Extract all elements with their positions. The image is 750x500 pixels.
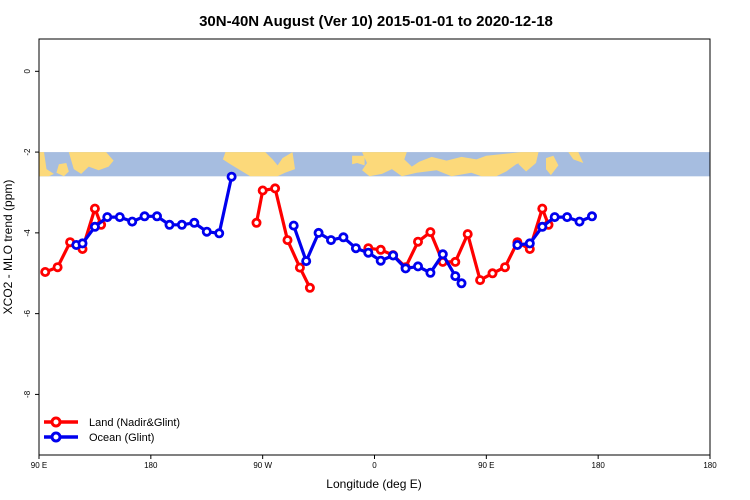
data-point xyxy=(214,228,225,239)
data-point xyxy=(549,212,560,223)
legend-land-marker xyxy=(50,416,62,428)
data-point xyxy=(127,216,138,227)
data-point xyxy=(363,247,374,258)
y-axis-label: XCO2 - MLO trend (ppm) xyxy=(1,180,15,315)
data-point xyxy=(487,268,498,279)
plot-frame xyxy=(38,38,711,456)
data-point xyxy=(587,211,598,222)
data-point xyxy=(350,243,361,254)
map-land-2 xyxy=(68,152,114,174)
data-point xyxy=(499,262,510,273)
legend: Land (Nadir&Glint) Ocean (Glint) xyxy=(44,416,180,444)
data-point xyxy=(251,217,262,228)
map-land-0 xyxy=(39,152,54,177)
data-point xyxy=(325,235,336,246)
x-tick-label: 180 xyxy=(144,461,158,470)
data-point xyxy=(282,235,293,246)
data-point xyxy=(226,171,237,182)
data-point xyxy=(189,217,200,228)
y-tick-label: -8 xyxy=(23,390,32,398)
data-point xyxy=(139,211,150,222)
y-tick-label: -4 xyxy=(23,229,32,237)
data-point xyxy=(338,232,349,243)
data-point xyxy=(412,236,423,247)
y-tick-label: -2 xyxy=(23,148,32,156)
legend-land-label: Land (Nadir&Glint) xyxy=(89,417,180,429)
map-land-3 xyxy=(222,152,295,177)
data-point xyxy=(524,238,535,249)
x-axis: 90 E 180 90 W 0 90 E 180 180 xyxy=(31,455,717,470)
series-layer xyxy=(40,171,598,293)
data-point xyxy=(151,211,162,222)
data-point xyxy=(52,262,63,273)
x-tick-label: 180 xyxy=(703,461,717,470)
x-tick-label: 90 E xyxy=(31,461,47,470)
map-land-8 xyxy=(568,152,584,163)
data-point xyxy=(456,278,467,289)
data-point xyxy=(176,219,187,230)
data-point xyxy=(294,262,305,273)
data-point xyxy=(313,227,324,238)
series-ocean xyxy=(71,171,598,289)
data-point xyxy=(388,250,399,261)
map-land-4 xyxy=(352,155,365,166)
data-point xyxy=(574,216,585,227)
data-point xyxy=(437,249,448,260)
y-tick-label: -6 xyxy=(23,309,32,317)
data-point xyxy=(375,255,386,266)
data-point xyxy=(164,219,175,230)
map-land-7 xyxy=(546,155,559,176)
data-point xyxy=(89,221,100,232)
x-tick-label: 0 xyxy=(372,461,377,470)
data-point xyxy=(450,256,461,267)
map-land-5 xyxy=(362,152,527,177)
data-point xyxy=(537,203,548,214)
data-point xyxy=(462,229,473,240)
data-point xyxy=(304,282,315,293)
map-land-1 xyxy=(56,163,69,177)
data-point xyxy=(89,203,100,214)
y-tick-label: 0 xyxy=(23,69,32,74)
data-point xyxy=(450,271,461,282)
data-point xyxy=(425,227,436,238)
legend-ocean-marker xyxy=(50,431,62,443)
x-tick-label: 180 xyxy=(592,461,606,470)
data-point xyxy=(301,256,312,267)
data-point xyxy=(77,238,88,249)
data-point xyxy=(288,220,299,231)
data-point xyxy=(201,226,212,237)
map-land-6 xyxy=(518,152,539,172)
data-point xyxy=(257,185,268,196)
y-axis: 0 -2 -4 -6 -8 xyxy=(23,69,40,398)
x-tick-label: 90 E xyxy=(478,461,494,470)
data-point xyxy=(512,239,523,250)
data-point xyxy=(475,275,486,286)
data-point xyxy=(537,221,548,232)
data-point xyxy=(412,261,423,272)
world-map-band xyxy=(39,152,710,177)
legend-ocean-label: Ocean (Glint) xyxy=(89,432,154,444)
data-point xyxy=(375,244,386,255)
data-point xyxy=(562,212,573,223)
x-tick-label: 90 W xyxy=(253,461,272,470)
data-point xyxy=(425,267,436,278)
data-point xyxy=(270,183,281,194)
data-point xyxy=(40,266,51,277)
chart-title: 30N-40N August (Ver 10) 2015-01-01 to 20… xyxy=(199,13,553,30)
data-point xyxy=(114,212,125,223)
data-point xyxy=(102,212,113,223)
data-point xyxy=(400,263,411,274)
x-axis-label: Longitude (deg E) xyxy=(326,477,421,491)
